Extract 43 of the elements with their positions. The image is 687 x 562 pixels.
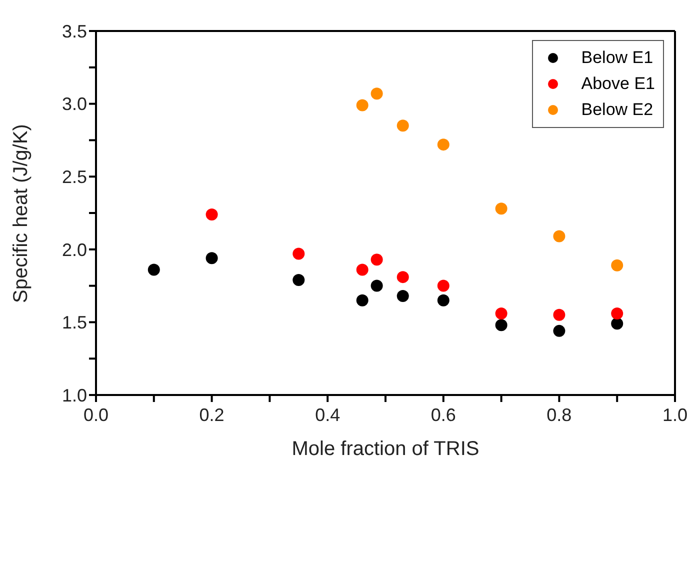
- point: [356, 264, 368, 276]
- point: [396, 290, 409, 302]
- point: [206, 252, 218, 264]
- x-tick-label: 0.0: [83, 404, 109, 425]
- point: [611, 307, 624, 320]
- point: [553, 230, 566, 242]
- x-tick-label: 0.6: [430, 404, 456, 425]
- point: [370, 88, 383, 100]
- point: [292, 274, 305, 286]
- point: [292, 248, 305, 260]
- point: [437, 280, 450, 292]
- x-tick-label: 0.8: [546, 404, 572, 425]
- point: [356, 99, 368, 112]
- point: [437, 138, 450, 151]
- legend-label: Below E2: [581, 100, 654, 120]
- point: [206, 208, 218, 220]
- x-tick-label: 0.2: [199, 404, 224, 425]
- point: [495, 319, 508, 332]
- legend-label: Below E1: [581, 48, 654, 68]
- point: [611, 318, 624, 330]
- point: [495, 307, 508, 320]
- y-tick-label: 2.0: [62, 240, 87, 260]
- legend-label: Above E1: [581, 74, 655, 94]
- x-axis-title: Mole fraction of TRIS: [292, 438, 480, 460]
- y-tick-label: 3.0: [62, 94, 87, 114]
- point: [553, 324, 566, 337]
- x-tick-label: 0.4: [315, 404, 340, 425]
- point: [396, 271, 409, 284]
- point: [370, 280, 383, 292]
- y-tick-label: 1.5: [62, 312, 87, 333]
- point: [370, 254, 383, 266]
- y-axis-title: Specific heat (J/g/K): [10, 124, 32, 303]
- point: [553, 308, 566, 321]
- y-tick-label: 1.0: [62, 385, 87, 406]
- x-tick-label: 1.0: [662, 404, 687, 425]
- point: [611, 259, 624, 272]
- y-tick-label: 3.5: [62, 21, 87, 42]
- point: [495, 202, 508, 215]
- point: [437, 294, 450, 306]
- point: [148, 264, 160, 276]
- point: [356, 294, 368, 306]
- y-tick-label: 2.5: [62, 166, 87, 187]
- point: [396, 120, 409, 132]
